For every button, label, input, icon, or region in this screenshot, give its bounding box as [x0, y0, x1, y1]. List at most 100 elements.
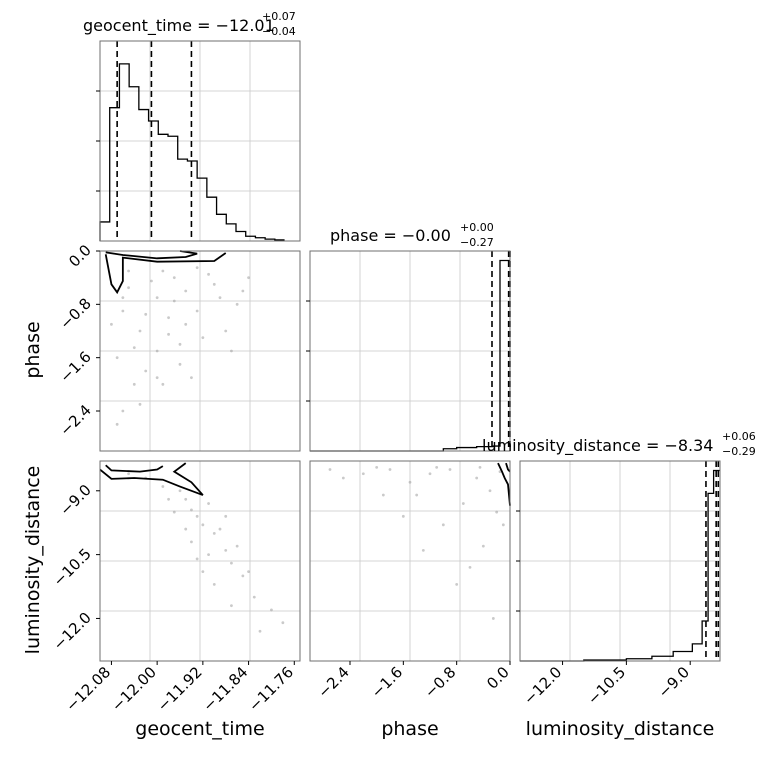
scatter-point	[127, 472, 130, 476]
histogram-bin	[702, 621, 708, 661]
scatter-point	[230, 561, 233, 565]
scatter-point	[408, 480, 412, 484]
title-luminosity-distance: luminosity_distance = −8.34	[482, 436, 713, 456]
x-tick-label: −11.84	[199, 663, 251, 715]
scatter-point	[201, 570, 205, 574]
scatter-point	[121, 409, 125, 413]
title-geocent-time: geocent_time = −12.01	[83, 16, 275, 36]
scatter-point	[478, 465, 482, 469]
scatter-point	[172, 510, 176, 514]
scatter-point	[110, 322, 113, 326]
x-tick-label: −1.6	[368, 663, 406, 701]
title-phase-lower: −0.27	[460, 236, 494, 249]
histogram-bin	[226, 224, 236, 241]
y-tick-label: −2.4	[56, 401, 94, 439]
scatter-point	[167, 497, 170, 501]
histogram-bin	[129, 87, 139, 241]
scatter-point	[172, 276, 176, 280]
histogram-bin	[207, 197, 217, 241]
scatter-point	[230, 604, 233, 608]
scatter-point	[328, 468, 332, 471]
title-phase-upper: +0.00	[460, 221, 494, 234]
x-tick-label: 0.0	[483, 663, 513, 693]
scatter-point	[361, 472, 365, 476]
histogram-bin	[178, 159, 188, 241]
scatter-point	[212, 282, 216, 286]
x-tick-label: −11.76	[245, 663, 297, 715]
scatter-point	[127, 269, 130, 273]
histogram-bin	[168, 136, 178, 241]
scatter-point	[172, 299, 176, 303]
scatter-point	[247, 276, 250, 280]
scatter-point	[184, 322, 188, 326]
scatter-point	[184, 289, 188, 293]
x-tick-label: −2.4	[314, 663, 352, 701]
scatter-point	[155, 296, 159, 300]
histogram-bin	[187, 161, 197, 241]
scatter-point	[218, 296, 222, 300]
contour-2sigma	[99, 462, 204, 496]
scatter-point	[375, 465, 379, 469]
contour-1sigma	[105, 464, 164, 473]
scatter-point	[207, 502, 210, 505]
histogram-bin	[110, 108, 120, 241]
scatter-point	[115, 356, 119, 360]
scatter-point	[155, 349, 159, 353]
title-phase: phase = −0.00	[330, 226, 451, 245]
x-tick-label: −0.8	[421, 663, 459, 701]
histogram-bin	[158, 134, 168, 241]
y-tick-label: −0.8	[56, 294, 94, 332]
x-tick-label: −12.08	[62, 663, 114, 715]
scatter-point	[212, 583, 216, 586]
scatter-point	[195, 514, 199, 518]
scatter-point	[155, 376, 159, 380]
x-tick-label: −9.0	[655, 663, 693, 701]
scatter-point	[195, 266, 199, 270]
y-tick-label: −1.6	[56, 348, 94, 386]
scatter-point	[167, 316, 170, 320]
scatter-point	[190, 508, 193, 512]
histogram-bin	[139, 110, 149, 241]
scatter-point	[247, 570, 250, 574]
scatter-point	[161, 269, 165, 273]
histogram-bin	[708, 493, 714, 661]
x-tick-label: −11.92	[154, 663, 206, 715]
histogram-bin	[119, 64, 129, 241]
histogram-outline-geocent_time-marginal	[99, 63, 285, 241]
panel-frame-luminosity_distance-vs-phase	[309, 460, 511, 662]
scatter-point	[448, 468, 452, 471]
scatter-point	[132, 346, 136, 350]
scatter-point	[475, 476, 479, 480]
histogram-bin	[197, 178, 207, 241]
scatter-point	[415, 493, 419, 497]
scatter-point	[218, 527, 222, 531]
histogram-bin	[100, 222, 110, 241]
scatter-point	[138, 329, 142, 333]
scatter-point	[481, 544, 485, 548]
scatter-point	[435, 465, 439, 469]
histogram-bin	[692, 644, 702, 661]
histogram-outline-phase-marginal	[310, 259, 510, 452]
contour-2sigma	[497, 462, 511, 506]
contour-2sigma	[104, 252, 227, 295]
scatter-point	[381, 493, 385, 497]
scatter-point	[235, 302, 239, 306]
x-tick-label: −10.5	[584, 663, 629, 708]
contour-1sigma	[105, 250, 198, 260]
scatter-point	[230, 349, 233, 353]
title-luminosity-distance-lower: −0.29	[722, 445, 756, 458]
y-tick-label: −10.5	[50, 545, 95, 590]
scatter-point	[212, 531, 216, 535]
scatter-point	[235, 544, 239, 548]
scatter-point	[167, 332, 170, 336]
title-luminosity-distance-upper: +0.06	[722, 430, 756, 443]
scatter-point	[201, 523, 205, 527]
scatter-point	[461, 502, 465, 505]
scatter-point	[121, 309, 125, 313]
x-axis-label-luminosity-distance: luminosity_distance	[526, 718, 715, 740]
scatter-point	[207, 553, 210, 557]
title-geocent-time-lower: −0.04	[262, 25, 296, 38]
x-axis-label-phase: phase	[381, 718, 438, 740]
scatter-point	[138, 402, 142, 406]
scatter-point	[488, 489, 492, 493]
